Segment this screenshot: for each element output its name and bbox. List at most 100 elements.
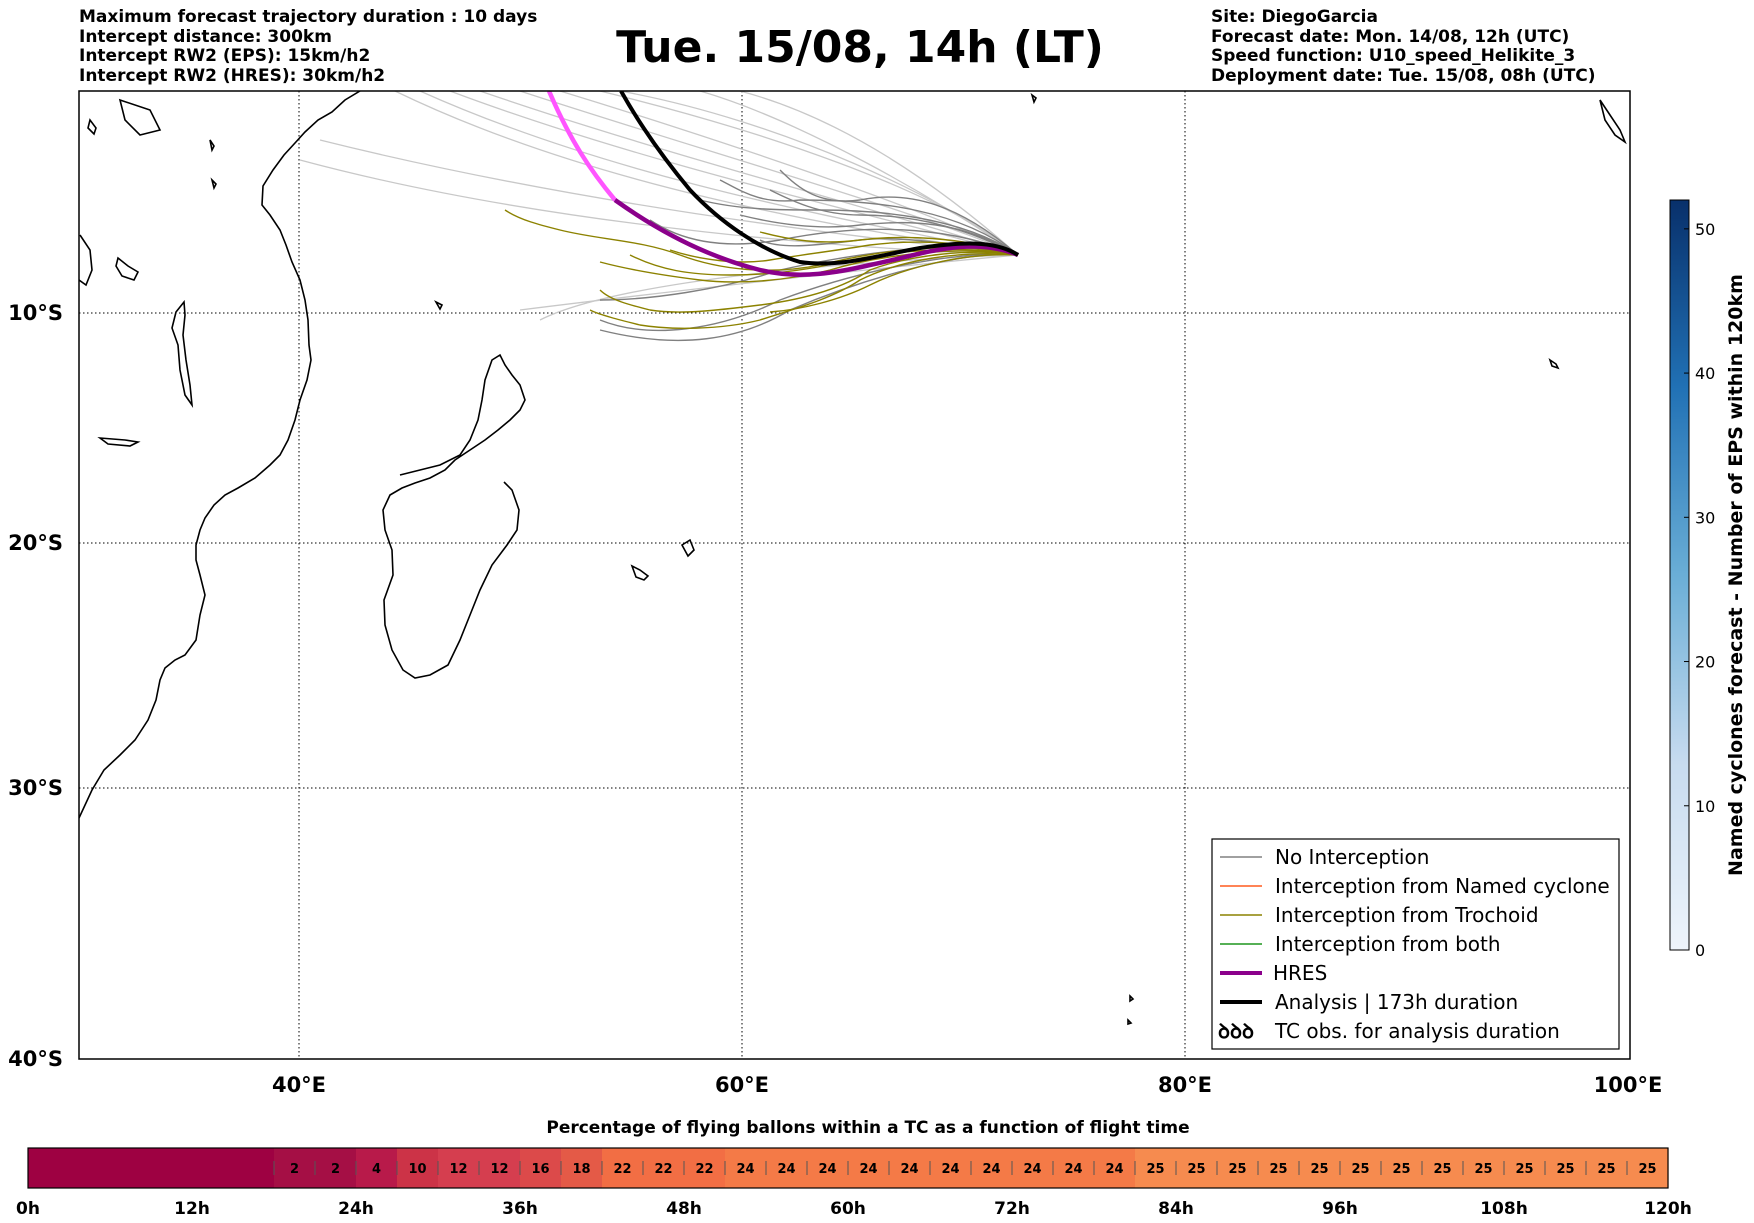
strip-ticks: 0h 12h 24h 36h 48h 60h 72h 84h 96h 108h 120h xyxy=(16,1199,1692,1219)
strip-tick-label: 48h xyxy=(666,1199,702,1219)
strip-tick-label: 84h xyxy=(1158,1199,1194,1219)
header-left-line: Intercept distance: 300km xyxy=(79,26,332,47)
lat-label: 20°S xyxy=(8,531,63,555)
strip-tick-label: 0h xyxy=(16,1199,40,1219)
strip-cell-value: 2 xyxy=(290,1162,299,1177)
strip-cell-value: 2 xyxy=(331,1162,340,1177)
strip-cell xyxy=(438,1148,480,1188)
strip-cell xyxy=(1299,1148,1341,1188)
strip-cell xyxy=(315,1148,357,1188)
strip-tick-label: 12h xyxy=(174,1199,210,1219)
trajectory-analysis xyxy=(619,91,1020,266)
strip-cell-value: 22 xyxy=(654,1162,672,1177)
strip-cell xyxy=(725,1148,767,1188)
strip-cell-value: 24 xyxy=(982,1162,1000,1177)
strip-cell xyxy=(1545,1148,1587,1188)
strip-cell-value: 25 xyxy=(1351,1162,1369,1177)
strip-cell xyxy=(561,1148,603,1188)
strip-cell-value: 25 xyxy=(1187,1162,1205,1177)
strip-tick-label: 108h xyxy=(1480,1199,1528,1219)
strip-cell-value: 24 xyxy=(818,1162,836,1177)
strip-cell-value: 25 xyxy=(1433,1162,1451,1177)
strip-tick-label: 120h xyxy=(1644,1199,1692,1219)
legend-label: HRES xyxy=(1273,961,1327,985)
strip-cell xyxy=(602,1148,644,1188)
strip-cell-value: 4 xyxy=(372,1162,381,1177)
header-right-line: Speed function: U10_speed_Helikite_3 xyxy=(1211,46,1576,66)
strip-cell xyxy=(1422,1148,1464,1188)
lon-label: 80°E xyxy=(1158,1073,1212,1097)
strip-cell xyxy=(1381,1148,1423,1188)
strip-cell xyxy=(1176,1148,1218,1188)
colorbar-tick-label: 0 xyxy=(1695,941,1705,960)
strip-tick-label: 96h xyxy=(1322,1199,1358,1219)
strip-cell xyxy=(1340,1148,1382,1188)
map-legend: No Interception Interception from Named … xyxy=(1211,838,1620,1050)
strip-cell-value: 18 xyxy=(572,1162,590,1177)
legend-label: Interception from Named cyclone xyxy=(1275,874,1610,898)
strip-cell-value: 24 xyxy=(900,1162,918,1177)
strip-cell xyxy=(766,1148,808,1188)
strip-cell xyxy=(889,1148,931,1188)
header-left-info: Maximum forecast trajectory duration : 1… xyxy=(79,7,538,86)
map-gridlines xyxy=(79,91,1630,1059)
strip-cell xyxy=(479,1148,521,1188)
colorbar-label: Named cyclones forecast - Number of EPS … xyxy=(1725,274,1747,876)
header-left-line: Maximum forecast trajectory duration : 1… xyxy=(79,7,538,27)
strip-cell xyxy=(233,1148,275,1188)
legend-label: Analysis | 173h duration xyxy=(1275,990,1518,1014)
strip-cell xyxy=(192,1148,234,1188)
tc-obs-symbol-icon: ꝺꝺꝺ xyxy=(1218,1019,1254,1043)
strip-cell-value: 24 xyxy=(777,1162,795,1177)
strip-cell-value: 25 xyxy=(1556,1162,1574,1177)
strip-cell xyxy=(684,1148,726,1188)
strip-cell xyxy=(930,1148,972,1188)
strip-cell xyxy=(807,1148,849,1188)
strip-cell-value: 16 xyxy=(531,1162,549,1177)
colorbar-tick-label: 10 xyxy=(1695,797,1715,816)
strip-cell xyxy=(274,1148,316,1188)
lat-label: 10°S xyxy=(8,301,63,325)
strip-cell xyxy=(971,1148,1013,1188)
strip-cell-value: 25 xyxy=(1392,1162,1410,1177)
colorbar-tick-label: 30 xyxy=(1695,508,1715,527)
strip-cell-value: 22 xyxy=(695,1162,713,1177)
strip-title: Percentage of flying ballons within a TC… xyxy=(546,1118,1189,1138)
header-right-line: Forecast date: Mon. 14/08, 12h (UTC) xyxy=(1211,26,1570,47)
strip-cell xyxy=(1135,1148,1177,1188)
strip-cell-value: 25 xyxy=(1228,1162,1246,1177)
legend-label: Interception from both xyxy=(1275,932,1501,956)
legend-label: TC obs. for analysis duration xyxy=(1274,1019,1560,1043)
strip-cell-value: 25 xyxy=(1310,1162,1328,1177)
strip-cell xyxy=(110,1148,152,1188)
strip-cell-value: 12 xyxy=(449,1162,467,1177)
legend-label: No Interception xyxy=(1275,845,1429,869)
lon-label: 100°E xyxy=(1594,1073,1663,1097)
strip-cell-value: 24 xyxy=(859,1162,877,1177)
colorbar-tick-label: 40 xyxy=(1695,364,1715,383)
strip-cell xyxy=(1217,1148,1259,1188)
lon-label: 40°E xyxy=(272,1073,326,1097)
strip-cell-value: 12 xyxy=(490,1162,508,1177)
strip-cell-value: 24 xyxy=(1023,1162,1041,1177)
header-left-line: Intercept RW2 (HRES): 30km/h2 xyxy=(79,65,386,86)
strip-cell xyxy=(1627,1148,1669,1188)
lat-label: 30°S xyxy=(8,776,63,800)
strip-tick-label: 60h xyxy=(830,1199,866,1219)
strip-cell-value: 24 xyxy=(1064,1162,1082,1177)
strip-cell-value: 24 xyxy=(941,1162,959,1177)
map-axis-labels: 40°E 60°E 80°E 100°E 10°S 20°S 30°S 40°S xyxy=(8,301,1662,1097)
strip-cell xyxy=(151,1148,193,1188)
header-left-line: Intercept RW2 (EPS): 15km/h2 xyxy=(79,46,371,66)
strip-cell xyxy=(1504,1148,1546,1188)
strip-cell xyxy=(1012,1148,1054,1188)
strip-cell xyxy=(397,1148,439,1188)
header-right-line: Site: DiegoGarcia xyxy=(1211,7,1378,27)
strip-cell xyxy=(1463,1148,1505,1188)
colorbar-ticks: 0 10 20 30 40 50 xyxy=(1684,220,1715,960)
strip-tick-label: 36h xyxy=(502,1199,538,1219)
strip-cell xyxy=(1094,1148,1136,1188)
strip-cell xyxy=(848,1148,890,1188)
strip-cell-value: 25 xyxy=(1146,1162,1164,1177)
strip-tick-label: 72h xyxy=(994,1199,1030,1219)
